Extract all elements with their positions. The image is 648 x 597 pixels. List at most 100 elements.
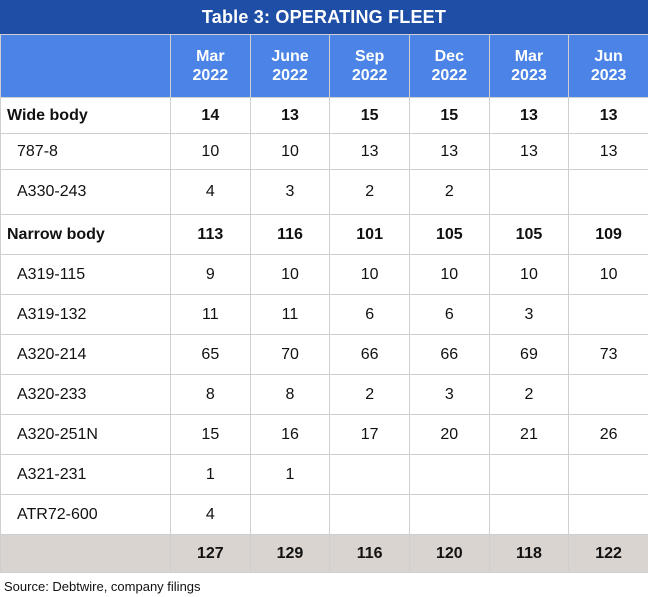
cell-value: 10 [249,133,331,170]
cell-value: 66 [329,334,410,375]
table-row: A330-243 4 3 2 2 [0,169,648,215]
column-header: June 2022 [249,34,331,98]
table-row: A319-132 11 11 6 6 3 [0,294,648,335]
row-label: Narrow body [0,214,171,255]
column-header-month: Jun [594,48,623,65]
cell-value: 14 [170,97,251,134]
total-value: 129 [249,534,331,573]
total-value: 122 [568,534,648,573]
cell-value [329,454,410,495]
cell-value: 10 [568,254,648,295]
table-row: A319-115 9 10 10 10 10 10 [0,254,648,295]
column-header-month: June [271,48,309,65]
cell-value: 66 [408,334,490,375]
cell-value [329,494,410,535]
total-value: 118 [488,534,570,573]
cell-value: 4 [170,494,251,535]
total-value: 116 [329,534,410,573]
row-label: A319-115 [0,254,171,295]
cell-value: 15 [329,97,410,134]
cell-value [568,294,648,335]
cell-value: 13 [249,97,331,134]
column-header: Dec 2022 [408,34,490,98]
table-row: A320-251N 15 16 17 20 21 26 [0,414,648,455]
cell-value: 105 [488,214,570,255]
cell-value: 17 [329,414,410,455]
row-label: A319-132 [0,294,171,335]
row-label: Wide body [0,97,171,134]
header-corner [0,34,171,98]
cell-value: 13 [568,133,648,170]
cell-value: 15 [408,97,490,134]
column-header-month: Mar [196,48,225,65]
cell-value [488,494,570,535]
column-header: Sep 2022 [329,34,410,98]
total-value: 127 [170,534,251,573]
cell-value [568,169,648,215]
cell-value: 10 [170,133,251,170]
cell-value: 105 [408,214,490,255]
cell-value: 3 [249,169,331,215]
cell-value: 70 [249,334,331,375]
cell-value: 13 [568,97,648,134]
cell-value: 1 [249,454,331,495]
operating-fleet-table: Mar 2022 June 2022 Sep 2022 Dec 2022 Mar 2023… [0,34,648,573]
cell-value: 6 [408,294,490,335]
row-label: A320-251N [0,414,171,455]
cell-value [568,454,648,495]
cell-value: 10 [249,254,331,295]
column-header-month: Mar [514,48,544,65]
cell-value: 10 [329,254,410,295]
cell-value [488,454,570,495]
cell-value: 15 [170,414,251,455]
cell-value: 21 [488,414,570,455]
cell-value: 4 [170,169,251,215]
column-header-year: 2022 [351,67,388,84]
cell-value: 11 [249,294,331,335]
cell-value: 113 [170,214,251,255]
cell-value: 2 [329,374,410,415]
cell-value: 26 [568,414,648,455]
cell-value: 13 [329,133,410,170]
cell-value [568,494,648,535]
cell-value: 73 [568,334,648,375]
cell-value: 16 [249,414,331,455]
cell-value: 13 [408,133,490,170]
table-row: Narrow body 113 116 101 105 105 109 [0,214,648,255]
cell-value: 2 [488,374,570,415]
column-header-month: Dec [434,48,464,65]
table-row: ATR72-600 4 [0,494,648,535]
table-row: Wide body 14 13 15 15 13 13 [0,97,648,134]
cell-value: 101 [329,214,410,255]
cell-value: 20 [408,414,490,455]
cell-value: 8 [170,374,251,415]
row-label: A320-214 [0,334,171,375]
cell-value [488,169,570,215]
cell-value: 116 [249,214,331,255]
cell-value: 13 [488,133,570,170]
cell-value: 2 [408,169,490,215]
cell-value: 6 [329,294,410,335]
column-header-year: 2022 [192,67,229,84]
cell-value [408,454,490,495]
column-header: Mar 2022 [170,34,251,98]
cell-value: 3 [488,294,570,335]
cell-value: 11 [170,294,251,335]
cell-value [568,374,648,415]
column-header-month: Sep [354,48,385,65]
cell-value: 10 [488,254,570,295]
table-row: A320-233 8 8 2 3 2 [0,374,648,415]
total-value: 120 [408,534,490,573]
cell-value: 109 [568,214,648,255]
row-label: A321-231 [0,454,171,495]
table-row: A321-231 1 1 [0,454,648,495]
cell-value: 69 [488,334,570,375]
cell-value: 3 [408,374,490,415]
table-row: A320-214 65 70 66 66 69 73 [0,334,648,375]
column-header-year: 2022 [431,67,468,84]
total-row: 127 129 116 120 118 122 [0,534,648,573]
column-header: Jun 2023 [568,34,648,98]
cell-value: 13 [488,97,570,134]
table-title: Table 3: OPERATING FLEET [0,0,648,34]
